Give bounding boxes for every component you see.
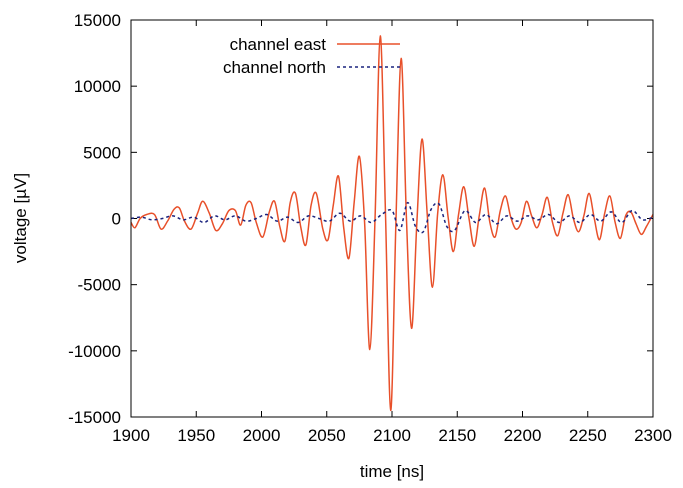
tick-labels: 1900 1950 2000 2050 2100 2150 2200 2250 2300 -150… — [68, 11, 672, 445]
y-tick-label: 10000 — [74, 77, 121, 96]
y-tick-label: -5000 — [78, 276, 121, 295]
x-axis-title: time [ns] — [360, 462, 424, 481]
y-tick-label: -10000 — [68, 342, 121, 361]
plot-frame — [130, 19, 654, 418]
y-tick-label: 5000 — [83, 143, 121, 162]
y-tick-label: 15000 — [74, 11, 121, 30]
series-line-channel-north — [130, 201, 654, 234]
x-tick-label: 1900 — [112, 426, 150, 445]
y-tick-label: -15000 — [68, 408, 121, 427]
x-tick-label: 2250 — [569, 426, 607, 445]
x-tick-label: 2150 — [438, 426, 476, 445]
x-tick-label: 2050 — [308, 426, 346, 445]
legend-label-east: channel east — [230, 35, 327, 54]
x-tick-label: 2200 — [504, 426, 542, 445]
y-axis-title: voltage [µV] — [11, 173, 30, 263]
series-layer — [130, 35, 654, 412]
series-line-channel-east — [130, 35, 654, 412]
x-tick-label: 2100 — [373, 426, 411, 445]
x-tick-label: 1950 — [177, 426, 215, 445]
x-tick-label: 2000 — [243, 426, 281, 445]
legend-label-north: channel north — [223, 58, 326, 77]
legend: channel east channel north — [223, 35, 400, 77]
x-tick-label: 2300 — [634, 426, 672, 445]
y-tick-label: 0 — [112, 210, 121, 229]
